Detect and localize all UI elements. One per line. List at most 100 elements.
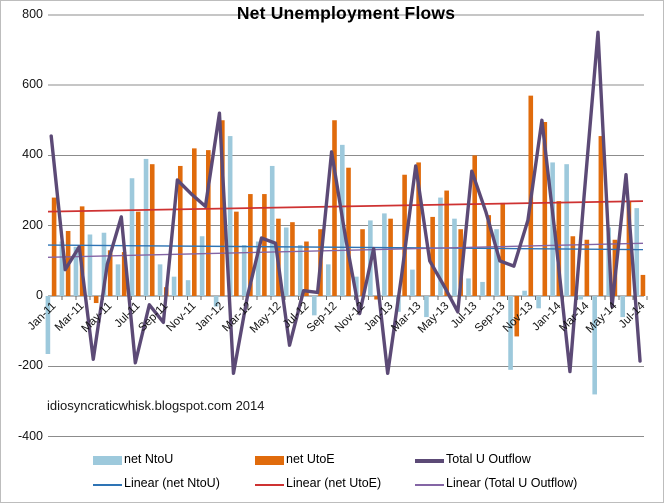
bar-net-utoe — [360, 229, 365, 296]
bar-net-utoe — [304, 241, 309, 296]
bar-net-utoe — [192, 148, 197, 296]
bar-net-ntou — [480, 281, 485, 296]
bar-net-ntou — [73, 246, 79, 296]
bar-net-ntou — [59, 241, 65, 296]
y-axis-tick-label: 600 — [22, 77, 43, 92]
bar-net-ntou — [101, 232, 107, 296]
bar-net-ntou — [410, 269, 415, 296]
legend-label: Linear (net NtoU) — [124, 476, 220, 490]
bar-net-ntou — [508, 296, 513, 370]
bar-net-utoe — [374, 296, 379, 300]
bar-net-ntou — [326, 264, 331, 296]
bar-net-utoe — [640, 274, 646, 296]
bar-net-ntou — [171, 276, 177, 296]
bar-net-utoe — [472, 155, 477, 296]
bar-net-ntou — [564, 164, 569, 296]
bar-net-ntou — [634, 208, 640, 296]
trendline-linear--total-u-outflow- — [47, 242, 644, 259]
bar-net-ntou — [522, 290, 527, 296]
bar-net-utoe — [542, 122, 548, 296]
legend-swatch-linear--net-utoe- — [255, 484, 284, 486]
bar-net-ntou — [466, 278, 471, 296]
bar-net-ntou — [452, 218, 457, 296]
bar-net-ntou — [578, 296, 583, 300]
bar-net-utoe — [570, 236, 576, 296]
bar-net-utoe — [430, 216, 435, 296]
bar-net-utoe — [388, 218, 393, 296]
bar-net-utoe — [402, 174, 407, 296]
y-axis-tick-label: 0 — [36, 288, 43, 302]
legend-swatch-net-ntou — [93, 456, 122, 465]
bar-net-ntou — [87, 234, 93, 296]
chart-title: Net Unemployment Flows — [236, 3, 456, 23]
legend-label: Linear (net UtoE) — [286, 476, 382, 490]
bar-net-ntou — [311, 296, 317, 316]
trendline-linear--net-ntou- — [47, 244, 644, 251]
bar-net-ntou — [354, 276, 359, 296]
legend-label: net UtoE — [286, 452, 335, 466]
bar-net-ntou — [438, 197, 443, 296]
bar-net-ntou — [227, 136, 233, 296]
bar-net-ntou — [297, 245, 303, 296]
bar-net-utoe — [514, 296, 520, 337]
bar-net-ntou — [143, 158, 149, 296]
bar-net-ntou — [592, 296, 597, 395]
bar-net-utoe — [626, 201, 632, 296]
legend-swatch-net-utoe — [255, 456, 284, 465]
bar-net-utoe — [121, 252, 127, 296]
legend-label: Linear (Total U Outflow) — [446, 476, 578, 490]
bar-net-utoe — [346, 167, 351, 296]
bar-net-ntou — [199, 236, 205, 296]
y-axis-tick-label: -400 — [17, 428, 43, 443]
bar-net-ntou — [424, 296, 429, 318]
bar-net-utoe — [149, 164, 155, 296]
bar-net-utoe — [177, 165, 183, 296]
bar-net-utoe — [79, 206, 85, 296]
bar-net-utoe — [458, 229, 463, 296]
bar-net-utoe — [444, 190, 449, 296]
bar-net-utoe — [51, 197, 57, 296]
y-axis-tick-label: 200 — [22, 217, 43, 232]
bar-net-ntou — [382, 213, 387, 296]
legend-label: Total U Outflow — [446, 452, 531, 466]
bar-net-ntou — [494, 229, 499, 296]
legend-swatch-linear--total-u-outflow- — [415, 484, 444, 486]
bar-net-utoe — [93, 296, 99, 304]
bar-net-ntou — [157, 264, 163, 296]
bar-net-utoe — [290, 222, 295, 296]
bar-net-utoe — [248, 194, 253, 296]
line-total-u-outflow — [49, 30, 642, 376]
bar-net-ntou — [45, 296, 51, 354]
y-axis-tick-label: -200 — [17, 358, 43, 373]
bar-net-utoe — [206, 150, 211, 296]
legend-swatch-linear--net-ntou- — [93, 484, 122, 486]
bar-net-ntou — [255, 241, 261, 296]
bar-net-ntou — [283, 227, 289, 296]
bar-net-ntou — [269, 165, 275, 296]
trendline-linear--net-utoe- — [47, 200, 644, 213]
bar-net-utoe — [262, 194, 267, 296]
bar-net-ntou — [129, 178, 135, 296]
bar-net-ntou — [241, 245, 247, 296]
bar-net-utoe — [234, 211, 239, 296]
watermark-text: idiosyncraticwhisk.blogspot.com 2014 — [47, 398, 265, 413]
y-axis-tick-label: 400 — [22, 147, 43, 162]
y-axis-tick-label: 800 — [22, 6, 43, 21]
bar-net-ntou — [550, 162, 555, 296]
bar-net-utoe — [107, 250, 113, 296]
bar-net-ntou — [185, 280, 191, 296]
bar-net-ntou — [620, 296, 626, 318]
bar-net-utoe — [416, 162, 421, 296]
bar-net-utoe — [598, 136, 604, 296]
bar-net-utoe — [332, 120, 337, 296]
legend-swatch-total-u-outflow — [415, 459, 444, 463]
bar-net-utoe — [135, 211, 141, 296]
bar-net-utoe — [500, 202, 506, 296]
bar-net-ntou — [115, 264, 121, 296]
bar-net-ntou — [536, 296, 541, 309]
bar-net-utoe — [584, 239, 590, 296]
bar-net-utoe — [486, 215, 492, 296]
legend-label: net NtoU — [124, 452, 174, 466]
